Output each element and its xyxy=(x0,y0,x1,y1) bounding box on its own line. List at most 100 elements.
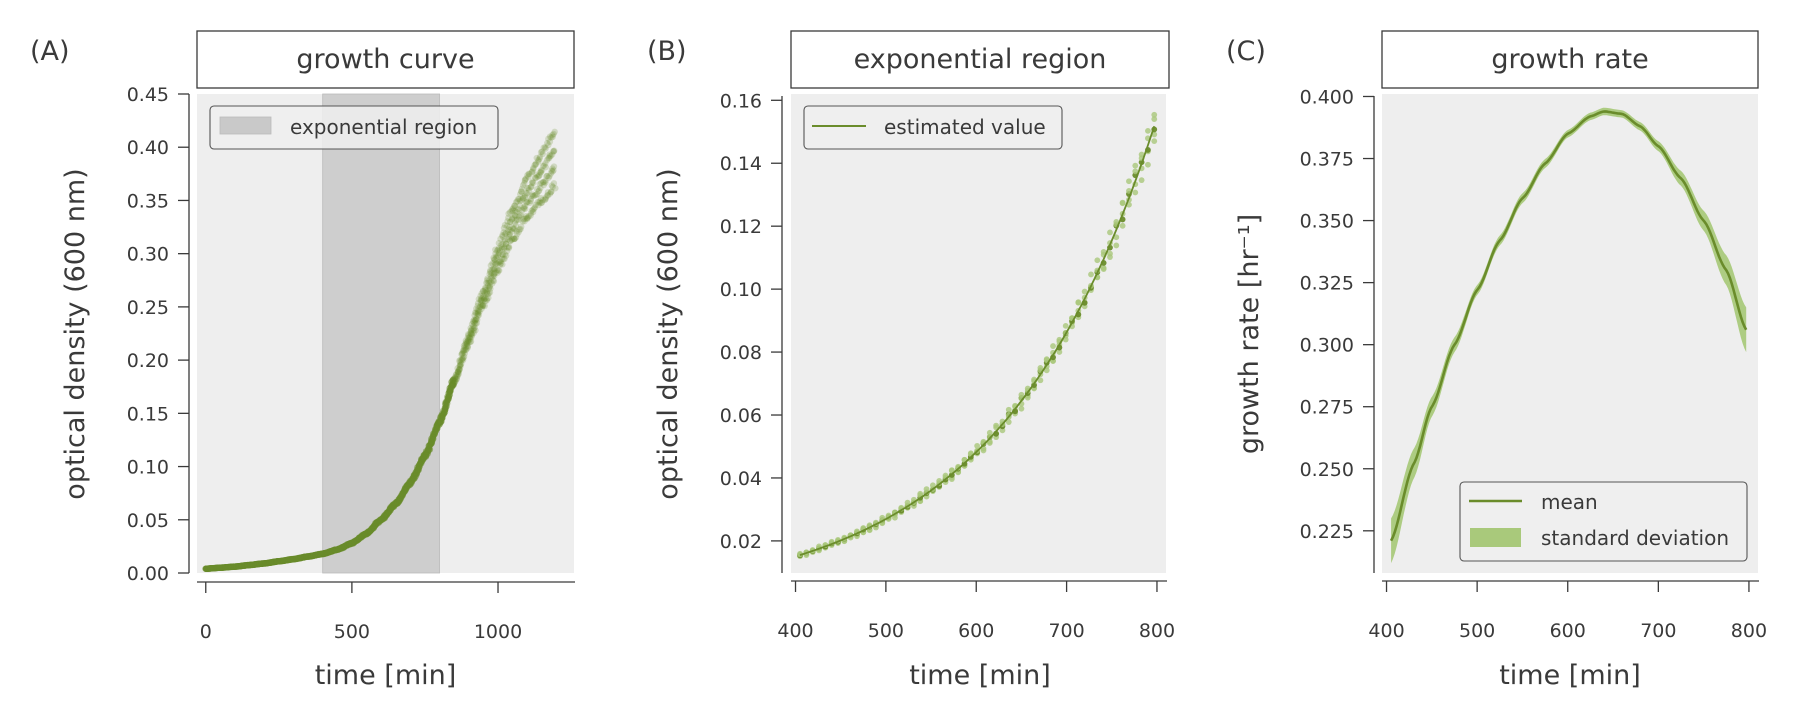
data-point xyxy=(511,219,518,227)
data-point xyxy=(484,290,491,298)
data-point xyxy=(499,251,506,259)
data-point xyxy=(550,130,557,138)
x-tick-label: 700 xyxy=(1640,620,1676,642)
data-point xyxy=(545,135,552,143)
panel-b-ylabel: optical density (600 nm) xyxy=(653,168,684,499)
data-point xyxy=(1107,250,1113,257)
data-point xyxy=(507,237,514,245)
data-point xyxy=(451,374,459,381)
data-point xyxy=(461,346,468,353)
data-point xyxy=(500,229,507,236)
data-point xyxy=(522,215,529,222)
data-point xyxy=(544,192,551,199)
data-point xyxy=(1132,168,1139,175)
data-point xyxy=(533,154,540,162)
mean-line xyxy=(1389,110,1748,542)
data-point xyxy=(529,168,536,175)
data-point xyxy=(516,191,524,198)
y-tick-label: 0.10 xyxy=(720,279,762,301)
data-point xyxy=(524,198,532,205)
panel-c-axes: 0.225 0.250 0.275 0.300 0.325 0.350 0.375 0.400… xyxy=(1300,86,1767,642)
data-point xyxy=(501,236,508,243)
data-point xyxy=(453,371,460,378)
data-point xyxy=(509,205,516,213)
data-point xyxy=(456,365,463,373)
data-point xyxy=(479,297,486,305)
data-point xyxy=(540,181,548,189)
panel-b-data xyxy=(797,111,1158,560)
data-point xyxy=(506,231,513,239)
data-point xyxy=(511,235,518,243)
legend-frame xyxy=(209,105,499,150)
panel-label-a: (A) xyxy=(30,36,70,67)
data-point xyxy=(539,150,546,158)
data-point xyxy=(460,342,468,349)
data-point xyxy=(452,375,459,382)
data-point xyxy=(1113,218,1120,225)
data-point xyxy=(472,327,479,334)
data-point xyxy=(492,250,499,257)
data-point xyxy=(480,292,487,299)
data-point xyxy=(470,316,478,323)
data-point xyxy=(495,258,503,266)
y-tick-label: 0.02 xyxy=(720,531,762,553)
data-point xyxy=(512,207,519,215)
data-point xyxy=(523,199,531,206)
legend-label-standard-deviation: standard deviation xyxy=(1541,526,1729,550)
data-point xyxy=(530,164,537,172)
data-point xyxy=(459,356,467,364)
data-point xyxy=(532,174,539,182)
data-point xyxy=(526,199,533,207)
data-point xyxy=(529,208,537,216)
data-point xyxy=(480,296,488,303)
data-point xyxy=(1113,234,1120,241)
data-point xyxy=(550,148,557,155)
data-point xyxy=(458,357,465,364)
panel-a: (A) growth curve 0.00 0.05 0.10 0.15 0.20 0.2… xyxy=(30,30,575,691)
data-point xyxy=(538,199,546,206)
y-tick-label: 0.225 xyxy=(1300,521,1354,543)
data-point xyxy=(527,184,535,191)
data-point xyxy=(518,223,525,230)
data-point xyxy=(528,207,535,214)
data-point xyxy=(523,190,531,197)
data-point xyxy=(459,350,466,358)
data-point xyxy=(467,329,474,336)
data-point xyxy=(495,249,503,256)
x-tick-label: 1000 xyxy=(474,621,522,643)
data-point xyxy=(540,178,547,186)
data-point xyxy=(917,490,924,497)
data-point xyxy=(457,359,464,366)
data-point xyxy=(500,255,507,262)
data-point xyxy=(524,172,531,179)
data-point xyxy=(456,361,464,369)
data-point xyxy=(533,171,540,178)
data-point xyxy=(466,338,474,346)
data-point xyxy=(536,180,543,188)
data-point xyxy=(1145,127,1151,134)
data-point xyxy=(481,302,488,310)
data-point xyxy=(456,362,463,370)
data-point xyxy=(510,214,517,221)
data-point xyxy=(519,218,527,225)
data-point xyxy=(515,206,523,214)
data-point xyxy=(511,211,519,219)
x-tick-label: 600 xyxy=(1550,620,1586,642)
data-point xyxy=(482,284,489,291)
panel-b-xlabel: time [min] xyxy=(909,660,1051,691)
data-point xyxy=(537,184,544,192)
data-point xyxy=(1113,242,1120,249)
data-point xyxy=(549,168,556,175)
data-point xyxy=(491,270,498,277)
data-point xyxy=(484,275,491,282)
x-tick-label: 400 xyxy=(777,620,813,642)
x-tick-label: 500 xyxy=(1459,620,1495,642)
data-point xyxy=(542,179,549,186)
data-point xyxy=(490,254,497,262)
data-point xyxy=(538,167,546,174)
data-point xyxy=(528,179,536,187)
data-point xyxy=(477,301,485,308)
data-point xyxy=(488,269,495,277)
data-point xyxy=(549,183,556,191)
data-point xyxy=(519,182,527,189)
